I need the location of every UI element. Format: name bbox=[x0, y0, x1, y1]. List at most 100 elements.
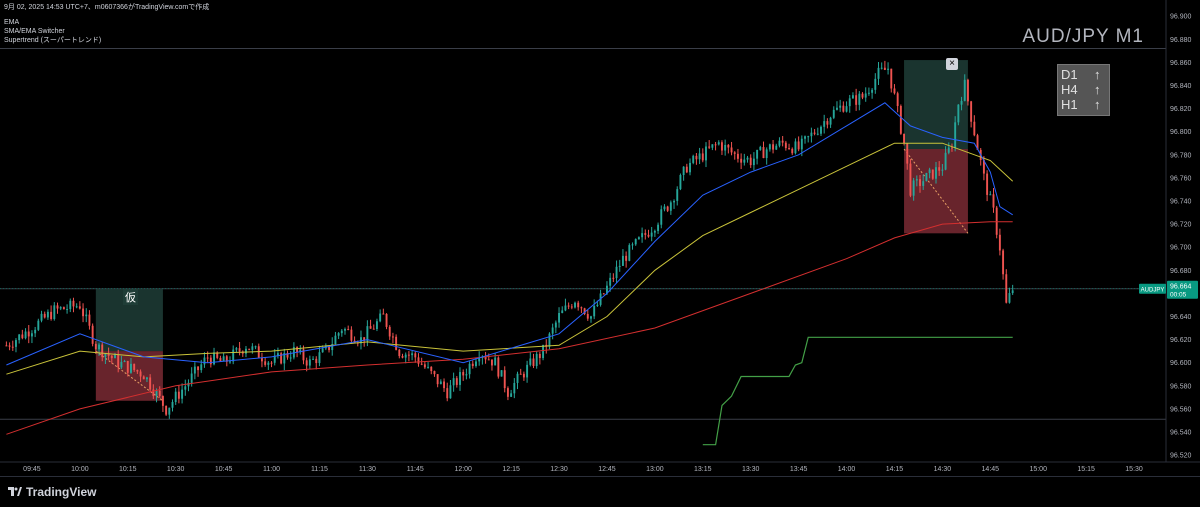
price-tick-label: 96.700 bbox=[1170, 245, 1192, 252]
candle-body bbox=[267, 362, 270, 365]
candle-body bbox=[701, 153, 704, 161]
candle-body bbox=[765, 149, 768, 159]
candle-body bbox=[69, 300, 72, 310]
candle-body bbox=[462, 372, 465, 376]
candle-body bbox=[864, 93, 867, 98]
time-tick-label: 14:00 bbox=[838, 466, 856, 473]
candle-body bbox=[331, 344, 334, 351]
candle-body bbox=[810, 132, 813, 137]
candle-body bbox=[302, 349, 305, 361]
candle-body bbox=[708, 146, 711, 148]
candle-body bbox=[254, 346, 257, 348]
candle-body bbox=[34, 329, 37, 334]
candle-body bbox=[98, 344, 100, 350]
candle-body bbox=[114, 354, 116, 359]
candle-body bbox=[516, 373, 519, 383]
candle-body bbox=[903, 133, 906, 144]
candle-body bbox=[644, 233, 647, 235]
candle-body bbox=[475, 361, 477, 367]
candle-body bbox=[836, 107, 838, 110]
candle-body bbox=[669, 202, 672, 211]
candle-body bbox=[225, 356, 228, 362]
tf-label-h1: H1 bbox=[1061, 97, 1078, 112]
candle-body bbox=[245, 348, 247, 354]
indicator-supertrend-label[interactable]: Supertrend (スーパートレンド) bbox=[4, 37, 102, 44]
candle-body bbox=[855, 95, 858, 105]
candle-body bbox=[203, 357, 206, 365]
candle-body bbox=[714, 144, 717, 146]
candle-body bbox=[966, 79, 969, 102]
candle-body bbox=[379, 313, 382, 322]
candle-body bbox=[216, 352, 219, 358]
candle-body bbox=[982, 159, 985, 174]
candle-body bbox=[778, 140, 781, 146]
candle-body bbox=[657, 224, 660, 231]
price-tick-label: 96.640 bbox=[1170, 314, 1192, 321]
candle-body bbox=[219, 357, 222, 362]
candle-body bbox=[53, 305, 56, 319]
candle-body bbox=[155, 390, 158, 396]
candle-body bbox=[273, 355, 276, 363]
tf-label-h4: H4 bbox=[1061, 82, 1078, 97]
time-tick-label: 15:15 bbox=[1077, 466, 1095, 473]
candle-body bbox=[548, 333, 551, 347]
candle-body bbox=[337, 333, 340, 336]
tradingview-logo[interactable]: TradingView bbox=[8, 485, 96, 499]
close-icon[interactable]: × bbox=[946, 58, 958, 70]
candle-body bbox=[772, 144, 775, 150]
time-tick-label: 14:45 bbox=[982, 466, 1000, 473]
timeframe-trend-panel: D1 ↑ H4 ↑ H1 ↑ bbox=[1057, 64, 1110, 116]
candle-body bbox=[558, 313, 560, 323]
price-tick-label: 96.540 bbox=[1170, 429, 1192, 436]
candle-body bbox=[452, 378, 455, 386]
candle-body bbox=[970, 101, 973, 122]
candle-body bbox=[465, 374, 468, 376]
candle-body bbox=[823, 121, 826, 127]
price-tick-label: 96.880 bbox=[1170, 37, 1192, 44]
time-tick-label: 13:15 bbox=[694, 466, 712, 473]
candle-body bbox=[749, 157, 752, 166]
candle-body bbox=[94, 343, 97, 350]
price-tick-label: 96.760 bbox=[1170, 175, 1192, 182]
candle-body bbox=[104, 353, 107, 358]
candle-body bbox=[752, 158, 755, 166]
candle-body bbox=[315, 358, 318, 364]
time-tick-label: 11:45 bbox=[407, 466, 424, 473]
candle-body bbox=[851, 95, 854, 99]
candle-body bbox=[692, 155, 695, 163]
candle-body bbox=[561, 310, 564, 314]
candle-body bbox=[1002, 250, 1005, 275]
candle-body bbox=[229, 361, 231, 363]
arrow-up-icon: ↑ bbox=[1094, 97, 1101, 112]
candle-body bbox=[427, 366, 430, 368]
candle-body bbox=[631, 244, 634, 246]
candle-body bbox=[404, 354, 407, 358]
time-tick-label: 11:30 bbox=[359, 466, 376, 473]
indicator-ema-label[interactable]: EMA bbox=[4, 19, 20, 26]
time-tick-label: 10:30 bbox=[167, 466, 185, 473]
candle-body bbox=[366, 326, 369, 341]
candle-body bbox=[724, 144, 727, 151]
candle-body bbox=[842, 105, 845, 112]
candle-body bbox=[417, 357, 420, 364]
candle-body bbox=[577, 302, 580, 308]
candle-body bbox=[56, 305, 59, 309]
candle-body bbox=[193, 366, 196, 374]
candle-body bbox=[762, 147, 765, 159]
time-tick-label: 10:45 bbox=[215, 466, 233, 473]
candle-body bbox=[305, 360, 308, 366]
candle-body bbox=[471, 363, 474, 367]
candle-body bbox=[1005, 274, 1008, 303]
candle-body bbox=[455, 378, 458, 385]
candle-body bbox=[973, 121, 976, 136]
time-tick-label: 12:30 bbox=[550, 466, 568, 473]
price-tick-label: 96.620 bbox=[1170, 337, 1192, 344]
candle-body bbox=[574, 302, 576, 308]
candle-body bbox=[283, 352, 286, 364]
symbol-watermark: AUD/JPY M1 bbox=[1022, 26, 1144, 47]
price-chart[interactable]: 96.900 96.880 96.860 96.840 96.820 96.800 96.7… bbox=[0, 0, 1200, 476]
candle-body bbox=[995, 207, 998, 235]
indicator-switcher-label[interactable]: SMA/EMA Switcher bbox=[4, 28, 65, 35]
candle-body bbox=[423, 364, 426, 368]
candle-body bbox=[890, 68, 893, 89]
